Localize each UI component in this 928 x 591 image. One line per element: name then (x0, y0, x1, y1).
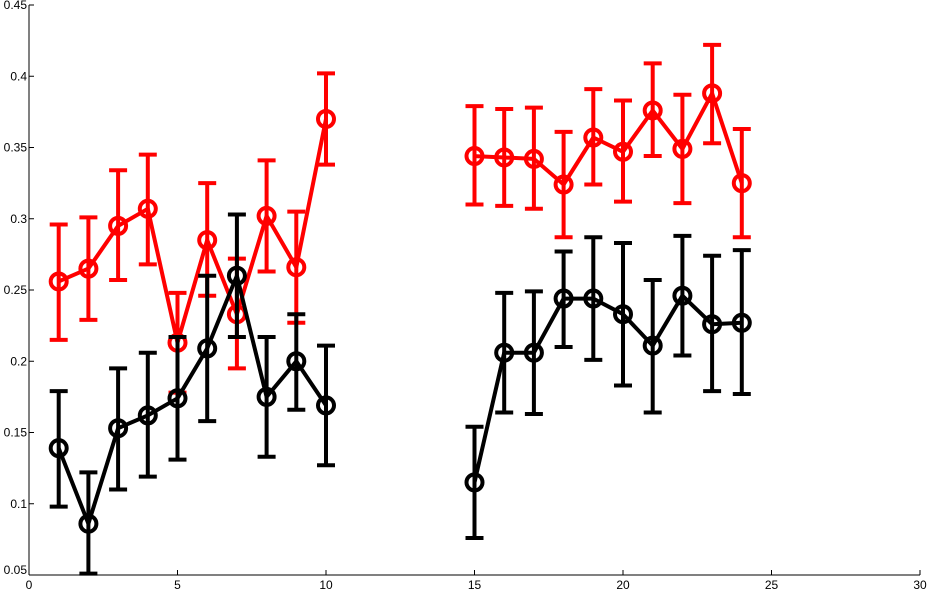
x-tick-label: 15 (468, 578, 482, 591)
data-point (78, 258, 99, 279)
y-tick-label: 0.45 (4, 0, 28, 12)
series-line (474, 91, 744, 187)
series-1 (48, 42, 752, 395)
data-point (197, 230, 218, 251)
series-line (472, 293, 742, 483)
data-point (672, 285, 693, 306)
data-point (702, 314, 723, 335)
x-tick-label: 10 (319, 578, 333, 591)
y-tick-label: 0.35 (4, 141, 28, 155)
data-point (226, 265, 247, 286)
data-point (702, 83, 723, 104)
data-point (78, 513, 99, 534)
y-ticks: 0.05 0.1 0.15 0.2 0.25 0.3 0.35 0.4 0.45 (4, 0, 34, 577)
plot-area (48, 42, 752, 576)
data-point (672, 138, 693, 159)
data-point (731, 312, 752, 333)
data-point (48, 438, 69, 459)
data-point (256, 205, 277, 226)
x-tick-label: 20 (616, 578, 630, 591)
x-tick-label: 25 (765, 578, 779, 591)
x-tick-label: 5 (174, 578, 181, 591)
x-tick-label: 0 (26, 578, 33, 591)
data-point (286, 351, 307, 372)
data-point (523, 148, 544, 169)
data-point (553, 288, 574, 309)
data-point (286, 257, 307, 278)
data-point (197, 338, 218, 359)
data-point (642, 335, 663, 356)
data-point (731, 173, 752, 194)
y-tick-label: 0.3 (10, 212, 27, 226)
data-point (613, 304, 633, 325)
data-point (464, 146, 485, 167)
series-line (56, 273, 328, 526)
data-point (494, 342, 515, 363)
y-tick-label: 0.25 (4, 283, 28, 297)
data-point (613, 141, 633, 162)
data-point (137, 198, 158, 219)
y-tick-label: 0.15 (4, 426, 28, 440)
data-point (494, 147, 515, 168)
y-tick-label: 0.1 (10, 497, 27, 511)
data-point (316, 109, 336, 129)
y-tick-label: 0.4 (10, 69, 27, 83)
data-point (583, 288, 604, 309)
data-point (108, 215, 129, 236)
series-line (57, 118, 328, 345)
y-tick-label: 0.05 (4, 563, 28, 577)
y-tick-label: 0.2 (10, 354, 27, 368)
x-ticks: 0 5 10 15 20 25 30 (26, 570, 927, 591)
series-2 (48, 212, 752, 576)
data-point (137, 405, 158, 426)
data-point (316, 395, 336, 416)
data-point (553, 174, 574, 195)
data-point (642, 100, 663, 121)
data-point (108, 418, 129, 439)
data-point (523, 342, 544, 363)
data-point (583, 127, 604, 148)
x-tick-label: 30 (913, 578, 927, 591)
data-point (256, 386, 277, 407)
data-point (48, 271, 69, 292)
data-point (167, 388, 188, 409)
data-point (464, 472, 485, 493)
